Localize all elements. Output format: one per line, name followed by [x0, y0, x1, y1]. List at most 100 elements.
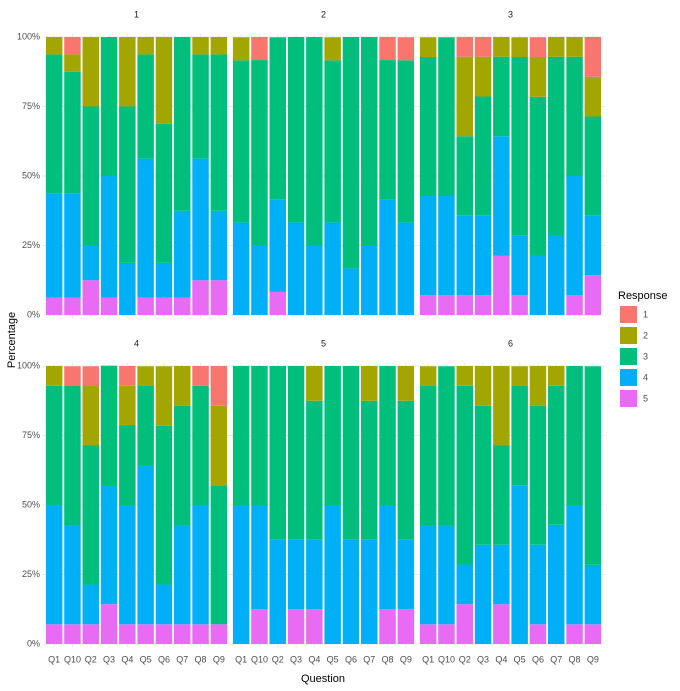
bar-segment	[192, 54, 209, 159]
bar-segment	[137, 366, 154, 387]
bar-segment	[192, 37, 209, 55]
bar-segment	[210, 37, 228, 55]
bar-segment	[119, 505, 136, 625]
bar-segment	[210, 54, 228, 211]
bar-segment	[287, 539, 305, 610]
bar-segment	[306, 400, 323, 540]
x-tick-label: Q7	[550, 654, 562, 664]
x-tick-label: Q9	[213, 654, 225, 664]
bar-segment	[137, 158, 154, 298]
bar-segment	[379, 37, 396, 61]
bar-segment	[493, 445, 510, 545]
bar-segment	[529, 544, 547, 625]
y-tick-label: 100%	[17, 360, 40, 370]
x-tick-label: Q9	[587, 654, 599, 664]
x-tick-label: Q4	[495, 654, 507, 664]
x-tick-label: Q2	[85, 654, 97, 664]
bar-segment	[438, 366, 455, 526]
bar-segment	[548, 366, 565, 386]
bar-segment	[324, 505, 341, 644]
bar-segment	[584, 76, 602, 117]
bar-segment	[64, 525, 81, 625]
bar-segment	[584, 275, 602, 315]
bar-segment	[251, 37, 268, 61]
bar-segment	[155, 297, 173, 315]
bar-segment	[493, 366, 510, 446]
bar-segment	[287, 366, 305, 540]
bar-segment	[45, 37, 63, 55]
bar-segment	[251, 366, 268, 505]
legend-key	[620, 348, 637, 365]
bar-segment	[174, 624, 191, 644]
bar-segment	[474, 405, 492, 545]
facet-title: 5	[321, 338, 326, 348]
bar-segment	[192, 505, 209, 625]
x-tick-label: Q1	[48, 654, 60, 664]
bar-segment	[456, 37, 473, 57]
bar-segment	[45, 366, 63, 386]
legend-label: 4	[643, 372, 648, 382]
bar-segment	[361, 539, 378, 644]
bar-segment	[584, 37, 602, 77]
bar-segment	[493, 56, 510, 137]
bar-segment	[511, 386, 528, 486]
y-tick-label: 50%	[22, 170, 40, 180]
bar-segment	[137, 37, 154, 55]
bar-segment	[361, 37, 378, 246]
legend-key	[620, 327, 637, 344]
bar-segment	[529, 366, 547, 406]
bar-segment	[192, 366, 209, 386]
x-tick-label: Q4	[308, 654, 320, 664]
legend-key	[620, 369, 637, 386]
x-tick-label: Q8	[382, 654, 394, 664]
bar-segment	[511, 57, 528, 236]
x-tick-label: Q5	[327, 654, 339, 664]
bar-segment	[456, 215, 473, 296]
bar-segment	[548, 235, 565, 315]
bar-segment	[438, 196, 455, 296]
bar-segment	[155, 584, 173, 625]
facet-title: 4	[134, 338, 139, 348]
bar-segment	[45, 193, 63, 298]
bar-segment	[548, 37, 565, 57]
bar-segment	[529, 96, 547, 256]
bar-segment	[379, 609, 396, 644]
x-tick-label: Q6	[345, 654, 357, 664]
bar-segment	[64, 386, 81, 526]
bar-segment	[306, 366, 323, 401]
bar-segment	[155, 123, 173, 263]
bar-segment	[397, 366, 415, 401]
bar-segment	[174, 210, 191, 298]
legend-title: Response	[618, 290, 668, 302]
bar-segment	[287, 222, 305, 315]
bar-segment	[511, 366, 528, 387]
bar-segment	[137, 465, 154, 625]
bar-segment	[174, 366, 191, 406]
bar-segment	[119, 624, 136, 644]
bar-segment	[342, 366, 360, 540]
bar-segment	[64, 624, 81, 644]
bar-segment	[210, 210, 228, 281]
bar-segment	[119, 106, 136, 263]
bar-segment	[456, 564, 473, 605]
bar-segment	[419, 196, 437, 296]
y-tick-label: 25%	[22, 240, 40, 250]
x-tick-label: Q3	[103, 654, 115, 664]
bar-segment	[45, 297, 63, 315]
bar-segment	[397, 400, 415, 540]
bar-segment	[100, 37, 118, 176]
x-tick-label: Q5	[514, 654, 526, 664]
bar-segment	[584, 564, 602, 625]
bar-segment	[474, 295, 492, 315]
bar-segment	[584, 116, 602, 216]
legend-label: 3	[643, 351, 648, 361]
bar-segment	[269, 366, 286, 540]
x-tick-label: Q3	[290, 654, 302, 664]
bar-segment	[119, 385, 136, 426]
bar-segment	[456, 56, 473, 137]
bar-segment	[119, 37, 136, 107]
bar-segment	[64, 37, 81, 55]
bar-segment	[456, 295, 473, 315]
bar-segment	[100, 297, 118, 315]
